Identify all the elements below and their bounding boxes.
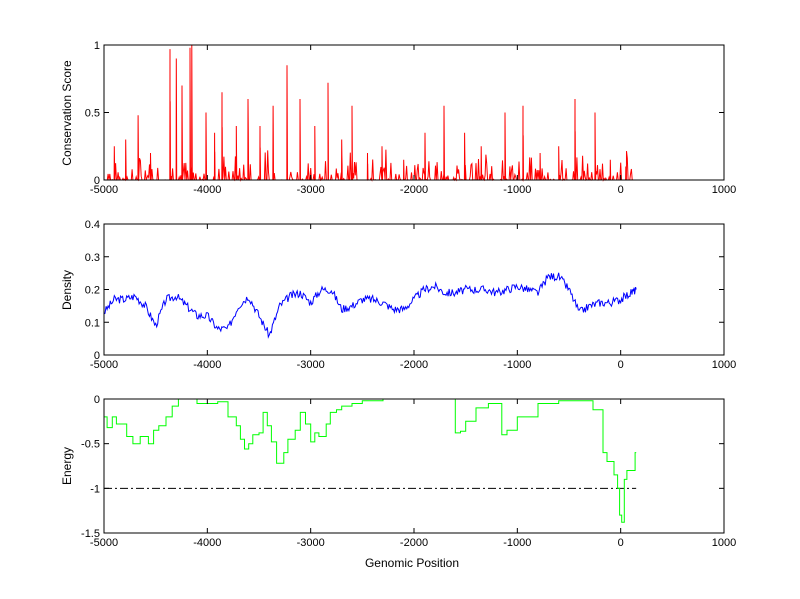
y-tick-label: 0.2	[85, 285, 100, 297]
x-tick-label: -2000	[400, 184, 428, 196]
x-tick-label: -3000	[297, 359, 325, 371]
x-tick-label: -1000	[503, 184, 531, 196]
x-tick-label: -5000	[90, 184, 118, 196]
y-tick-label: -1	[90, 483, 100, 495]
y-tick-label: 0.5	[85, 108, 100, 120]
x-tick-label: 1000	[712, 359, 736, 371]
y-tick-label: 0.3	[85, 252, 100, 264]
x-tick-label: -2000	[400, 359, 428, 371]
y-tick-label: 0	[94, 394, 100, 406]
y-axis-label-density: Density	[60, 270, 74, 310]
y-axis-label-energy: Energy	[60, 447, 74, 485]
x-tick-label: -3000	[297, 184, 325, 196]
x-tick-label: 0	[618, 184, 624, 196]
x-tick-label: -1000	[503, 537, 531, 549]
y-tick-label: 0	[94, 350, 100, 362]
y-tick-label: 0	[94, 175, 100, 187]
x-tick-label: -3000	[297, 537, 325, 549]
x-tick-label: -2000	[400, 537, 428, 549]
y-tick-label: -0.5	[81, 439, 100, 451]
x-tick-label: 1000	[712, 537, 736, 549]
y-tick-label: -1.5	[81, 528, 100, 540]
x-tick-label: -5000	[90, 537, 118, 549]
y-tick-label: 1	[94, 40, 100, 52]
x-axis-label: Genomic Position	[365, 556, 459, 570]
y-tick-label: 0.4	[85, 219, 100, 231]
x-tick-label: 0	[618, 537, 624, 549]
y-axis-label-conservation: Conservation Score	[60, 60, 74, 166]
energy-series	[104, 398, 637, 523]
x-tick-label: 0	[618, 359, 624, 371]
x-tick-label: -4000	[193, 184, 221, 196]
density-series	[103, 272, 637, 339]
x-tick-label: 1000	[712, 184, 736, 196]
y-tick-label: 0.1	[85, 317, 100, 329]
x-tick-label: -5000	[90, 359, 118, 371]
x-tick-label: -4000	[193, 359, 221, 371]
x-tick-label: -4000	[193, 537, 221, 549]
x-tick-label: -1000	[503, 359, 531, 371]
